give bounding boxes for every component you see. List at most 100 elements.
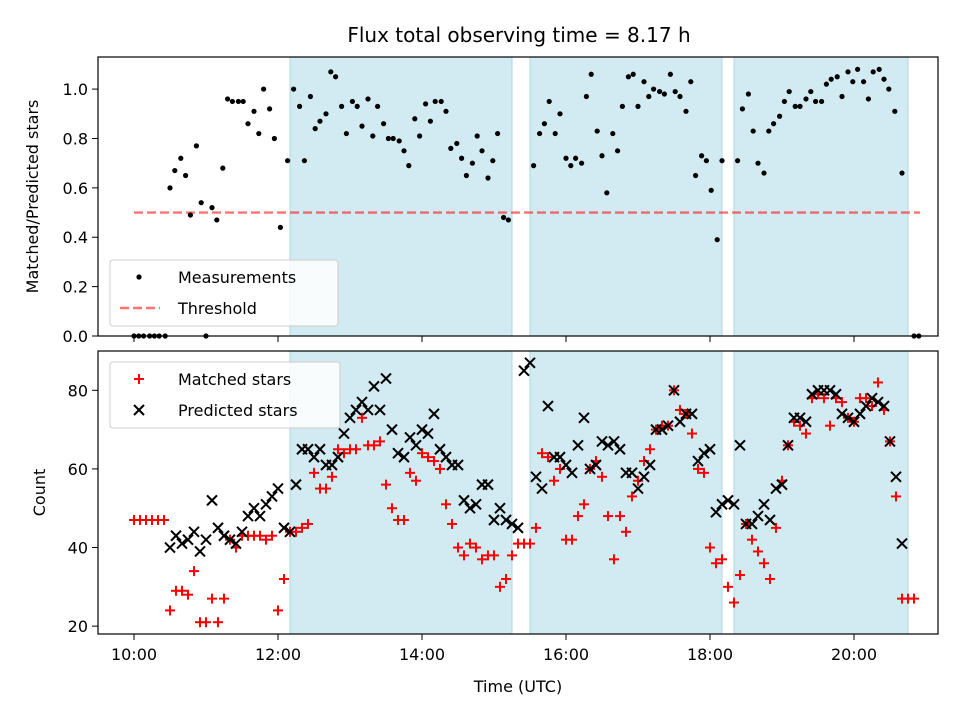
- predicted-star-point: [794, 412, 806, 424]
- matched-star-point: [699, 467, 709, 478]
- predicted-star-point: [248, 502, 260, 514]
- matched-star-point: [189, 566, 199, 577]
- predicted-star-point: [536, 482, 548, 495]
- predicted-star-point: [644, 459, 656, 471]
- matched-star-point: [405, 467, 415, 478]
- matched-star-point: [273, 605, 283, 616]
- measurement-point: [251, 108, 257, 114]
- measurement-point: [178, 155, 184, 161]
- matched-star-point: [219, 593, 229, 604]
- predicted-star-point: [428, 408, 440, 420]
- matched-star-point: [687, 428, 697, 439]
- chart-title: Flux total observing time = 8.17 h: [347, 23, 690, 47]
- predicted-star-point: [572, 439, 584, 452]
- measurement-point: [714, 237, 720, 243]
- predicted-star-point: [692, 455, 704, 467]
- matched-star-point: [735, 570, 745, 581]
- measurement-point: [423, 101, 429, 107]
- measurement-point: [588, 71, 594, 77]
- matched-star-point: [909, 593, 919, 604]
- matched-star-point: [297, 522, 307, 533]
- matched-star-point: [207, 593, 217, 604]
- predicted-star-point: [470, 498, 482, 510]
- measurement-point: [427, 118, 433, 124]
- measurement-point: [537, 130, 543, 137]
- measurement-point: [861, 79, 867, 85]
- bottom-y-axis-label: Count: [30, 469, 49, 517]
- matched-star-point: [411, 475, 421, 486]
- measurement-point: [641, 79, 647, 85]
- predicted-star-point: [302, 443, 314, 455]
- predicted-star-point: [422, 427, 434, 440]
- measurement-point: [501, 214, 507, 221]
- x-tick-label: 16:00: [543, 645, 589, 664]
- measurement-point: [167, 185, 173, 191]
- predicted-star-point: [746, 518, 758, 530]
- matched-star-point: [861, 393, 871, 404]
- predicted-star-point: [176, 537, 188, 550]
- top-x-axis: [133, 336, 855, 342]
- measurement-point: [412, 116, 418, 122]
- measurement-point: [876, 66, 882, 72]
- measurement-point: [781, 98, 788, 105]
- measurement-point: [813, 98, 819, 105]
- legend-measurements-label: Measurements: [178, 268, 296, 287]
- predicted-star-point: [374, 404, 386, 416]
- matched-star-point: [327, 471, 337, 482]
- matched-star-point: [693, 463, 703, 474]
- matched-star-point: [459, 550, 469, 561]
- y-tick-label: 0.2: [63, 278, 88, 297]
- predicted-star-point: [632, 482, 644, 495]
- measurement-point: [828, 76, 834, 82]
- predicted-star-point: [482, 478, 494, 491]
- legend-measurements-marker: [136, 274, 142, 280]
- measurement-point: [745, 91, 752, 97]
- y-tick-label: 60: [68, 460, 88, 479]
- measurement-point: [661, 91, 668, 97]
- predicted-star-point: [728, 498, 740, 510]
- y-tick-label: 20: [68, 617, 88, 636]
- predicted-star-point: [398, 451, 410, 463]
- top-panel-frame: [97, 56, 939, 337]
- matched-star-point: [711, 558, 721, 569]
- measurement-point: [256, 130, 262, 137]
- measurement-point: [505, 217, 511, 223]
- bottom-y-axis: 20 40 60 80: [68, 381, 98, 636]
- measurement-point: [583, 93, 590, 100]
- measurement-point: [693, 172, 699, 179]
- top-legend-box: [109, 259, 339, 327]
- matched-star-point: [435, 463, 445, 474]
- matched-star-point: [213, 617, 223, 628]
- measurement-point: [271, 135, 277, 142]
- matched-star-point: [477, 554, 487, 565]
- predicted-star-point: [212, 522, 224, 534]
- predicted-star-point: [602, 439, 614, 452]
- measurement-point: [235, 98, 241, 105]
- measurement-point: [267, 106, 273, 112]
- measurement-point: [198, 200, 204, 206]
- legend-x-glyph: [133, 404, 145, 416]
- predicted-star-point: [182, 533, 194, 546]
- predicted-star-point: [830, 388, 842, 400]
- measurement-point: [803, 96, 809, 102]
- measurement-point: [667, 71, 674, 77]
- measurement-point: [886, 86, 892, 92]
- predicted-star-point: [278, 522, 290, 534]
- measurement-point: [615, 148, 621, 154]
- measurement-point: [699, 153, 705, 159]
- matched-star-point: [261, 534, 271, 545]
- measurement-point: [406, 163, 412, 169]
- matched-star-point: [465, 538, 475, 549]
- measurement-point: [245, 121, 251, 127]
- measurement-point: [688, 79, 694, 85]
- measurement-point: [385, 135, 391, 142]
- measurement-point: [657, 88, 663, 95]
- measurement-point: [172, 167, 178, 174]
- matched-star-point: [309, 467, 319, 478]
- measurement-point: [568, 163, 574, 169]
- predicted-star-point: [284, 526, 296, 538]
- predicted-star-point: [596, 435, 608, 448]
- matched-star-point: [321, 483, 331, 494]
- predicted-star-point: [656, 423, 668, 436]
